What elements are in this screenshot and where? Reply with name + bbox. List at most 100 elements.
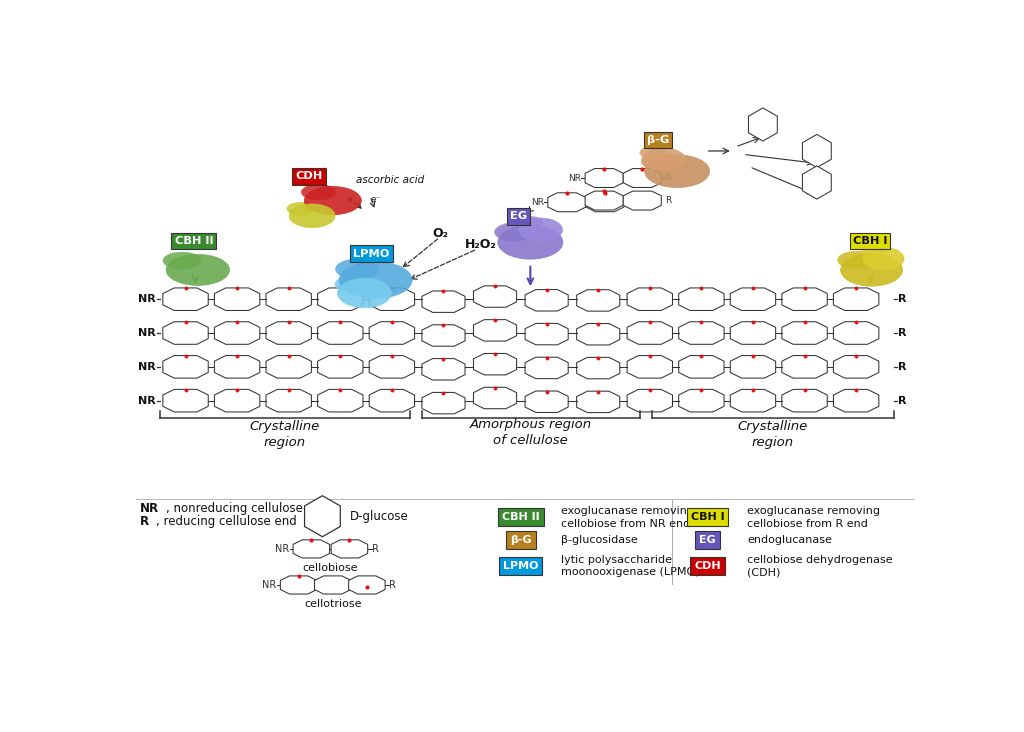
Polygon shape — [730, 322, 775, 344]
Polygon shape — [749, 108, 777, 141]
Polygon shape — [525, 391, 568, 412]
Polygon shape — [317, 356, 362, 378]
Polygon shape — [624, 191, 662, 210]
Ellipse shape — [339, 262, 412, 299]
Ellipse shape — [641, 152, 680, 171]
Text: , reducing cellulose end: , reducing cellulose end — [156, 515, 297, 528]
Ellipse shape — [287, 202, 314, 215]
Text: β-glucosidase: β-glucosidase — [560, 535, 637, 545]
Text: lytic polysaccharide
moonooxigenase (LPMO): lytic polysaccharide moonooxigenase (LPM… — [560, 555, 699, 577]
Text: LPMO: LPMO — [503, 561, 539, 571]
Polygon shape — [266, 389, 311, 412]
Text: R: R — [628, 198, 634, 206]
Polygon shape — [627, 389, 673, 412]
Polygon shape — [163, 322, 208, 344]
Text: e⁻: e⁻ — [371, 195, 381, 203]
Text: NR: NR — [568, 196, 582, 205]
Polygon shape — [473, 354, 516, 375]
Text: Crystalline
region: Crystalline region — [249, 420, 319, 449]
Polygon shape — [679, 322, 724, 344]
Polygon shape — [370, 389, 415, 412]
Polygon shape — [163, 389, 208, 412]
Polygon shape — [214, 288, 260, 310]
Text: ascorbic acid: ascorbic acid — [355, 175, 424, 184]
Polygon shape — [314, 576, 351, 594]
Polygon shape — [679, 389, 724, 412]
Text: NR: NR — [530, 198, 544, 206]
Polygon shape — [803, 166, 831, 199]
Text: e⁻: e⁻ — [346, 195, 357, 203]
Text: endoglucanase: endoglucanase — [748, 535, 831, 545]
Text: NR: NR — [138, 328, 156, 338]
Polygon shape — [548, 193, 586, 212]
Ellipse shape — [640, 146, 666, 159]
Text: NR: NR — [262, 580, 276, 590]
Text: CBH II: CBH II — [174, 236, 213, 246]
Text: NR: NR — [138, 294, 156, 305]
Text: R: R — [898, 396, 906, 406]
Ellipse shape — [166, 255, 229, 285]
Polygon shape — [834, 322, 879, 344]
Text: CBH II: CBH II — [502, 512, 540, 523]
Polygon shape — [577, 290, 620, 311]
Polygon shape — [782, 322, 827, 344]
Ellipse shape — [841, 253, 902, 286]
Polygon shape — [585, 191, 624, 210]
Polygon shape — [266, 356, 311, 378]
Ellipse shape — [645, 155, 710, 187]
Polygon shape — [586, 193, 624, 212]
Ellipse shape — [289, 204, 335, 228]
Polygon shape — [473, 320, 516, 341]
Polygon shape — [370, 356, 415, 378]
Polygon shape — [317, 389, 362, 412]
Ellipse shape — [863, 247, 904, 270]
Polygon shape — [293, 539, 330, 558]
Polygon shape — [370, 288, 415, 310]
Text: R: R — [898, 362, 906, 372]
Text: CDH: CDH — [295, 171, 323, 182]
Text: Crystalline
region: Crystalline region — [737, 420, 808, 449]
Polygon shape — [348, 576, 385, 594]
Ellipse shape — [519, 218, 562, 242]
Polygon shape — [834, 288, 879, 310]
Text: R: R — [666, 196, 672, 205]
Polygon shape — [627, 356, 673, 378]
Polygon shape — [214, 389, 260, 412]
Polygon shape — [782, 389, 827, 412]
Polygon shape — [317, 322, 362, 344]
Polygon shape — [281, 576, 316, 594]
Polygon shape — [304, 496, 340, 537]
Text: R: R — [898, 328, 906, 338]
Ellipse shape — [517, 216, 543, 229]
Polygon shape — [525, 290, 568, 311]
Polygon shape — [730, 389, 775, 412]
Polygon shape — [214, 356, 260, 378]
Text: LPMO: LPMO — [353, 249, 390, 258]
Ellipse shape — [642, 148, 685, 171]
Text: cellotriose: cellotriose — [304, 599, 361, 609]
Text: O₂: O₂ — [432, 227, 447, 240]
Polygon shape — [266, 288, 311, 310]
Text: CDH: CDH — [694, 561, 721, 571]
Text: NR: NR — [138, 362, 156, 372]
Polygon shape — [163, 288, 208, 310]
Text: NR: NR — [138, 396, 156, 406]
Text: R: R — [372, 544, 379, 554]
Text: CBH I: CBH I — [690, 512, 724, 523]
Ellipse shape — [495, 223, 534, 242]
Text: exoglucanase removing
cellobiose from NR end: exoglucanase removing cellobiose from NR… — [560, 506, 693, 529]
Ellipse shape — [163, 252, 201, 269]
Polygon shape — [679, 288, 724, 310]
Ellipse shape — [498, 225, 563, 259]
Ellipse shape — [336, 259, 379, 279]
Polygon shape — [266, 322, 311, 344]
Polygon shape — [473, 387, 516, 408]
Polygon shape — [317, 288, 362, 310]
Polygon shape — [624, 168, 662, 187]
Polygon shape — [422, 359, 465, 380]
Ellipse shape — [335, 276, 368, 292]
Text: cellobiose: cellobiose — [303, 563, 358, 573]
Polygon shape — [525, 357, 568, 378]
Polygon shape — [627, 322, 673, 344]
Polygon shape — [730, 356, 775, 378]
